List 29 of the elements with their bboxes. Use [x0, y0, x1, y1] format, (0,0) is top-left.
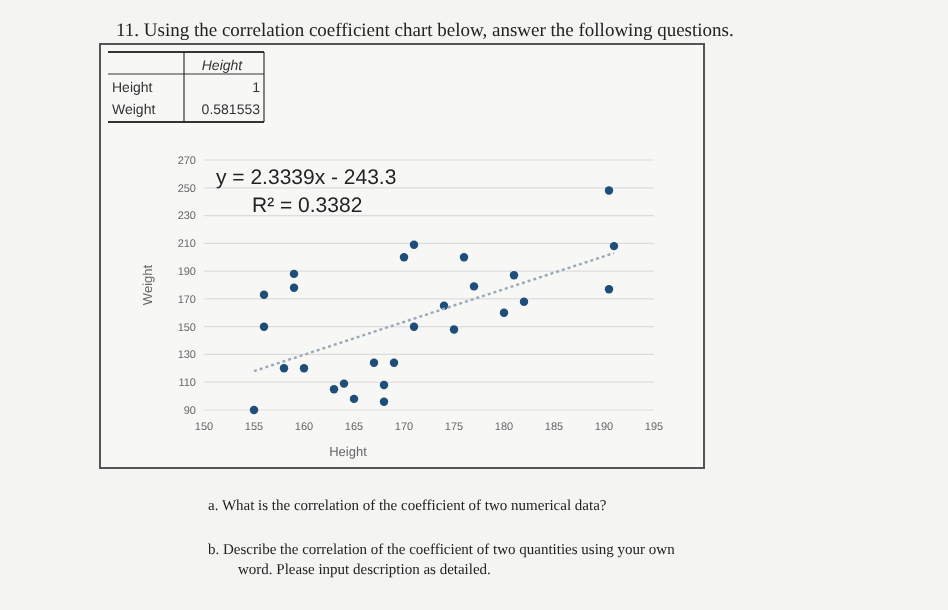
point [249, 405, 259, 415]
point [409, 322, 419, 331]
point [409, 240, 419, 249]
annotation: y = 2.3339x - 243.3 [216, 166, 397, 190]
point [259, 322, 269, 331]
point [349, 394, 359, 404]
point [609, 241, 619, 251]
point [449, 325, 459, 334]
point [459, 253, 469, 262]
point [389, 358, 399, 367]
point [279, 364, 289, 373]
point [339, 379, 349, 388]
point [299, 364, 309, 373]
point [379, 380, 389, 390]
point [604, 186, 614, 195]
point [519, 297, 529, 306]
chart-title: 11. Using the correlation coefficient chart below, answer the following questions. [116, 22, 734, 42]
point [259, 290, 269, 299]
point [329, 384, 339, 394]
point [604, 284, 614, 294]
point [289, 269, 299, 279]
point [369, 358, 379, 367]
point [469, 282, 479, 291]
point [379, 397, 389, 406]
point [499, 308, 509, 317]
annotation: R² = 0.3382 [252, 194, 363, 218]
point [289, 283, 299, 292]
point [399, 253, 409, 262]
point [509, 271, 519, 280]
